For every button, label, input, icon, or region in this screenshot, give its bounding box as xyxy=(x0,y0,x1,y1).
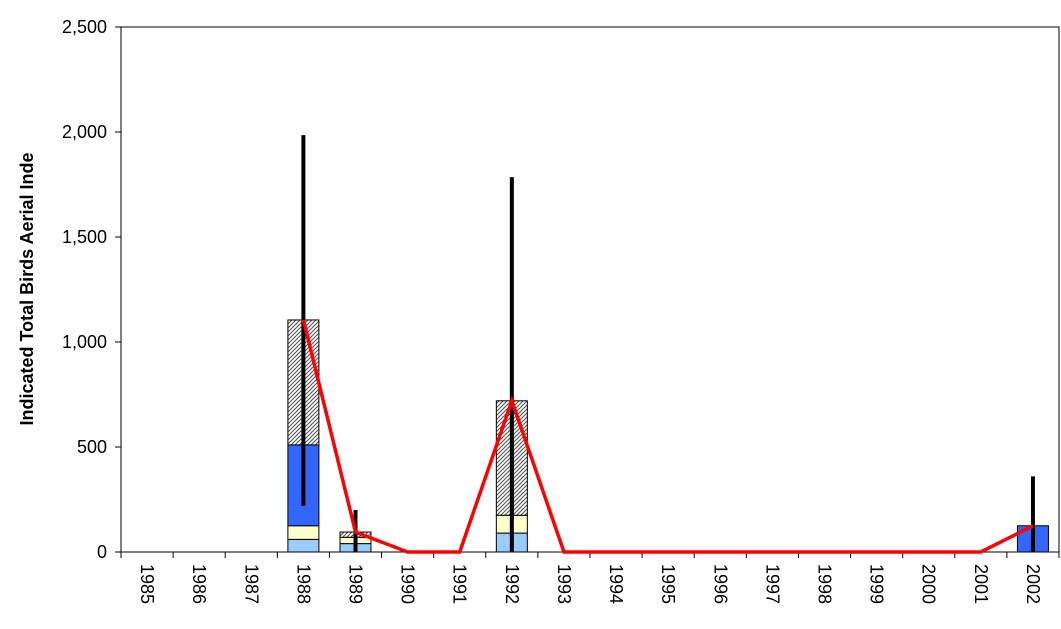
y-tick-label: 1,500 xyxy=(62,227,107,247)
total-line xyxy=(301,319,1034,554)
x-tick-label: 2001 xyxy=(971,564,991,604)
x-tick-label: 1998 xyxy=(815,564,835,604)
bar-segment-1988-0 xyxy=(287,538,320,553)
x-tick-label: 1986 xyxy=(189,564,209,604)
x-tick-label: 1990 xyxy=(398,564,418,604)
y-axis-title: Indicated Total Birds Aerial Inde xyxy=(17,152,37,425)
bar-segment-1988-1 xyxy=(287,525,320,540)
x-tick-label: 1997 xyxy=(762,564,782,604)
x-tick-label: 1992 xyxy=(502,564,522,604)
y-tick-label: 2,500 xyxy=(62,17,107,37)
y-tick-label: 0 xyxy=(97,542,107,562)
x-tick-label: 1999 xyxy=(867,564,887,604)
x-tick-label: 1987 xyxy=(241,564,261,604)
x-tick-label: 1996 xyxy=(710,564,730,604)
y-tick-label: 2,000 xyxy=(62,122,107,142)
x-tick-label: 1988 xyxy=(293,564,313,604)
plot-area-border xyxy=(120,26,1060,553)
y-tick-label: 500 xyxy=(77,437,107,457)
x-tick-label: 2002 xyxy=(1023,564,1043,604)
x-tick-label: 1994 xyxy=(606,564,626,604)
x-tick-label: 2000 xyxy=(919,564,939,604)
x-tick-label: 1985 xyxy=(137,564,157,604)
x-tick-label: 1991 xyxy=(450,564,470,604)
x-tick-label: 1993 xyxy=(554,564,574,604)
y-tick-label: 1,000 xyxy=(62,332,107,352)
x-tick-label: 1989 xyxy=(346,564,366,604)
x-tick-label: 1995 xyxy=(658,564,678,604)
